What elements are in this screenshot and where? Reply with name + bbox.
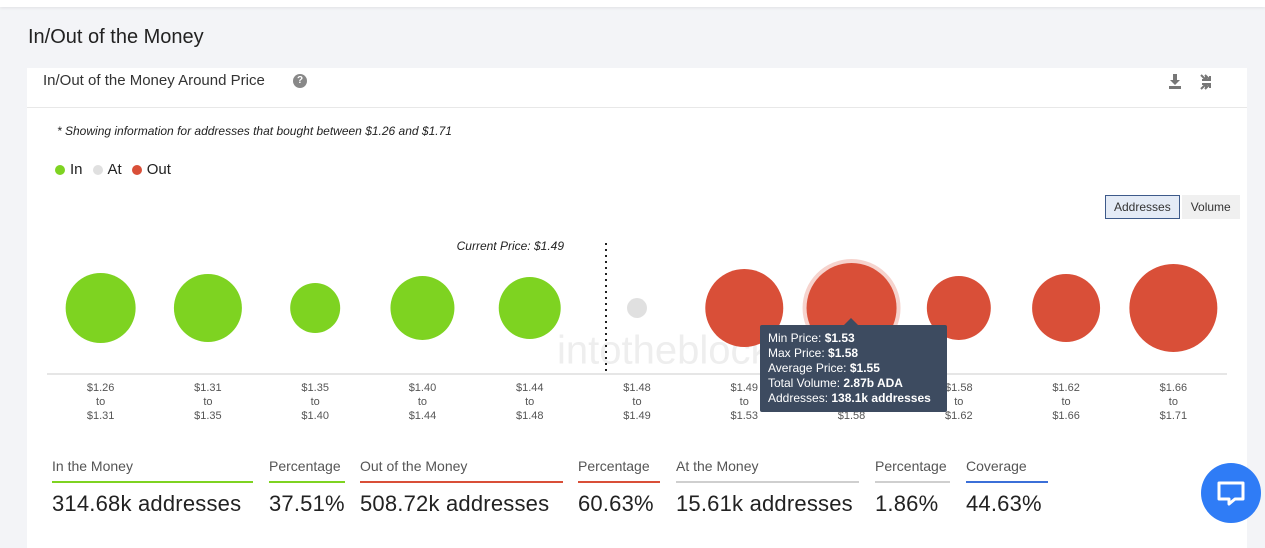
x-tick-label: $1.35 to $1.40 bbox=[301, 382, 329, 422]
tooltip-row: Min Price: $1.53 bbox=[768, 331, 939, 346]
tooltip-row: Addresses: 138.1k addresses bbox=[768, 391, 939, 406]
stat: In the Money 314.68k addresses bbox=[52, 458, 253, 517]
stat-value: 60.63% bbox=[578, 491, 654, 516]
x-tick-label: $1.44 to $1.48 bbox=[515, 382, 544, 422]
chat-button[interactable] bbox=[1201, 463, 1261, 523]
bubble bbox=[1032, 274, 1101, 342]
tooltip-label: Total Volume: bbox=[768, 376, 841, 390]
bubble bbox=[65, 273, 136, 343]
tooltip-label: Addresses: bbox=[768, 391, 829, 405]
help-icon[interactable]: ? bbox=[293, 74, 307, 88]
tooltip-value: 2.87b ADA bbox=[843, 376, 903, 390]
tooltip-value: $1.58 bbox=[828, 346, 859, 360]
legend-item: Out bbox=[131, 161, 171, 178]
legend-dot bbox=[92, 164, 103, 175]
bubble bbox=[627, 298, 647, 318]
x-tick-label: $1.40 to $1.44 bbox=[408, 382, 437, 422]
stat: Percentage 37.51% bbox=[269, 458, 345, 517]
stat: Out of the Money 508.72k addresses bbox=[360, 458, 563, 517]
stat: Coverage 44.63% bbox=[966, 458, 1048, 517]
stat-value: 1.86% bbox=[875, 491, 939, 516]
stat-label: At the Money bbox=[676, 458, 859, 483]
card-title: In/Out of the Money Around Price bbox=[43, 72, 265, 89]
legend-item: In bbox=[55, 161, 83, 178]
annotation: Current Price: $1.49 bbox=[457, 239, 565, 253]
x-tick-label: $1.62 to $1.66 bbox=[1052, 382, 1080, 422]
bubble bbox=[390, 276, 455, 340]
legend-label: In bbox=[70, 161, 83, 178]
chat-icon bbox=[1217, 481, 1245, 506]
legend-item: At bbox=[92, 161, 122, 178]
tooltip-label: Max Price: bbox=[768, 346, 825, 360]
legend-label: At bbox=[107, 161, 122, 178]
stat-value: 44.63% bbox=[966, 491, 1042, 516]
legend-dot bbox=[55, 164, 65, 175]
stat-value: 314.68k addresses bbox=[52, 491, 242, 516]
tooltip-label: Average Price: bbox=[768, 361, 847, 375]
stat-value: 508.72k addresses bbox=[360, 491, 550, 516]
bubble bbox=[1129, 264, 1218, 352]
x-tick-label: $1.49 to $1.53 bbox=[730, 382, 759, 422]
stat: Percentage 60.63% bbox=[578, 458, 660, 517]
legend-dot bbox=[131, 164, 142, 175]
tooltip-value: $1.53 bbox=[824, 331, 855, 345]
tooltip-label: Min Price: bbox=[768, 331, 822, 345]
legend-label: Out bbox=[146, 161, 171, 178]
stat-label: In the Money bbox=[52, 458, 253, 483]
stat: Percentage 1.86% bbox=[875, 458, 950, 517]
top-bar bbox=[0, 0, 1265, 7]
bubble bbox=[173, 274, 242, 342]
tooltip-value: 138.1k addresses bbox=[831, 391, 931, 405]
legend: In At Out bbox=[55, 161, 171, 178]
bubble bbox=[926, 276, 991, 340]
tooltip-row: Max Price: $1.58 bbox=[768, 346, 939, 361]
stat-label: Coverage bbox=[966, 458, 1048, 483]
card: intotheblock Current Price: $1.49 In/Out … bbox=[27, 68, 1247, 548]
toggle-button[interactable]: Volume bbox=[1181, 195, 1240, 219]
bubble bbox=[290, 283, 341, 333]
stat-value: 37.51% bbox=[269, 491, 345, 516]
stat-value: 15.61k addresses bbox=[676, 491, 853, 516]
x-tick-label: $1.58 to $1.62 bbox=[945, 382, 973, 422]
stat-label: Percentage bbox=[875, 458, 950, 483]
x-tick-label: $1.48 to $1.49 bbox=[623, 382, 651, 422]
stat-label: Out of the Money bbox=[360, 458, 563, 483]
x-tick-label: $1.66 to $1.71 bbox=[1159, 382, 1188, 422]
tooltip-value: $1.55 bbox=[849, 361, 880, 375]
note: * Showing information for addresses that… bbox=[57, 124, 452, 138]
x-tick-label: $1.31 to $1.35 bbox=[194, 382, 222, 422]
toggle: Addresses Volume bbox=[1105, 195, 1240, 219]
stat-label: Percentage bbox=[269, 458, 345, 483]
divider bbox=[27, 107, 1247, 108]
card-icons[interactable] bbox=[1165, 72, 1215, 92]
tooltip-row: Average Price: $1.55 bbox=[768, 361, 939, 376]
stat-label: Percentage bbox=[578, 458, 660, 483]
toggle-button[interactable]: Addresses bbox=[1105, 195, 1180, 219]
tooltip: Min Price: $1.53 Max Price: $1.58 Average … bbox=[760, 318, 947, 412]
x-tick-label: $1.26 to $1.31 bbox=[86, 382, 115, 422]
bubble bbox=[498, 277, 561, 339]
stat: At the Money 15.61k addresses bbox=[676, 458, 859, 517]
tooltip-row: Total Volume: 2.87b ADA bbox=[768, 376, 939, 391]
page-title: In/Out of the Money bbox=[28, 26, 204, 48]
